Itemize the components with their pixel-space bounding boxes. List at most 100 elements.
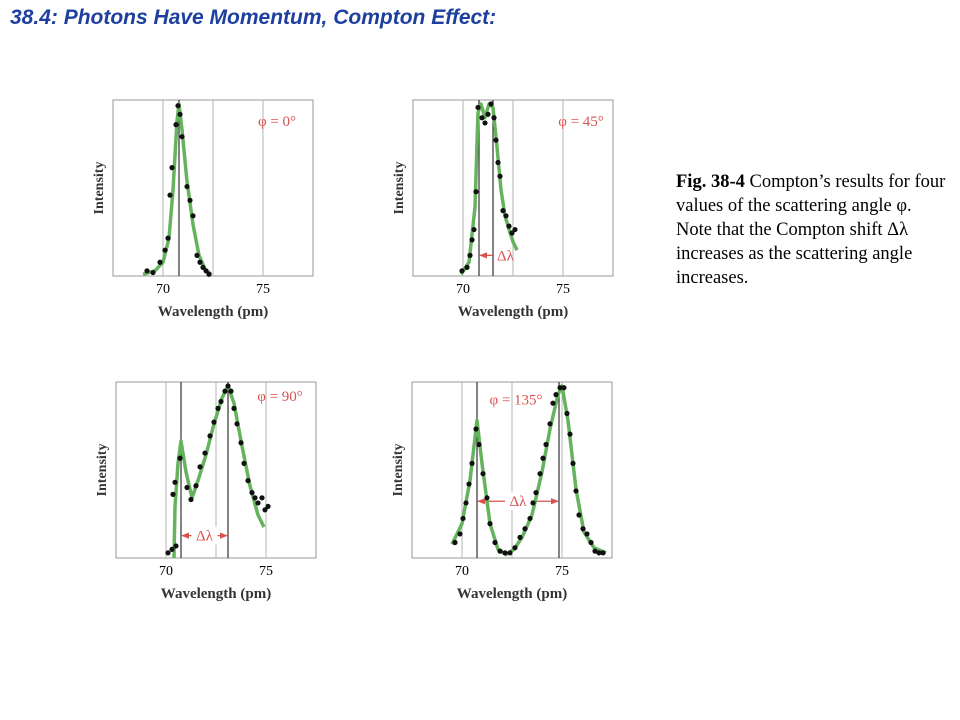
data-point (188, 496, 194, 503)
x-axis-label: Wavelength (pm) (161, 586, 271, 602)
data-point (480, 471, 486, 477)
data-point (172, 479, 178, 485)
data-point (460, 515, 466, 522)
data-point (200, 264, 206, 270)
data-point (471, 226, 477, 233)
data-point (197, 464, 203, 470)
data-point (207, 433, 213, 439)
data-point (228, 388, 234, 394)
data-point (169, 165, 175, 171)
data-point (517, 534, 523, 540)
data-point (211, 419, 217, 425)
y-axis-label: Intensity (92, 162, 107, 215)
data-point (540, 455, 546, 461)
data-point (464, 264, 470, 270)
data-point (206, 271, 212, 277)
data-point (533, 490, 539, 496)
x-tick-label: 75 (555, 564, 569, 579)
data-point (596, 550, 602, 556)
data-point (177, 455, 183, 461)
figure-caption: Fig. 38-4 Compton’s results for four val… (676, 170, 946, 290)
x-axis-label: Wavelength (pm) (458, 304, 568, 320)
data-point (173, 543, 179, 549)
shift-label: Δλ (497, 248, 515, 264)
x-axis-label: Wavelength (pm) (457, 586, 567, 602)
data-point (457, 531, 463, 537)
data-point (512, 545, 518, 551)
data-point (507, 550, 513, 556)
data-point (218, 398, 224, 405)
data-point (488, 101, 494, 107)
data-point (234, 421, 240, 427)
data-point (190, 213, 196, 219)
data-point (184, 484, 190, 491)
data-point (262, 507, 268, 513)
data-point (476, 441, 482, 448)
data-point (452, 539, 458, 546)
data-point (576, 512, 582, 518)
fit-curve (142, 102, 213, 276)
x-axis-label: Wavelength (pm) (158, 304, 268, 320)
data-point (144, 268, 150, 274)
data-point (553, 392, 559, 398)
data-point (165, 235, 171, 241)
data-point (215, 405, 221, 411)
data-point (557, 385, 563, 391)
data-point (570, 460, 576, 466)
data-point (537, 471, 543, 477)
data-point (231, 405, 237, 411)
caption-text: Compton’s results for four values of the… (676, 172, 946, 288)
data-point (482, 120, 488, 126)
angle-label: φ = 90° (257, 389, 303, 405)
data-point (492, 539, 498, 546)
data-point (497, 548, 503, 554)
data-point (485, 111, 491, 117)
data-point (165, 550, 171, 556)
data-point (543, 441, 549, 448)
data-point (584, 531, 590, 537)
data-point (241, 460, 247, 466)
data-point (179, 134, 185, 140)
data-point (222, 388, 228, 394)
data-point (487, 521, 493, 527)
data-point (173, 122, 179, 128)
data-point (184, 183, 190, 190)
data-point (255, 500, 261, 506)
data-point (592, 548, 598, 554)
x-tick-label: 70 (156, 282, 170, 297)
data-point (484, 495, 490, 501)
data-point (550, 400, 556, 406)
fit-curve (172, 384, 266, 559)
data-point (157, 259, 163, 265)
data-point (503, 213, 509, 219)
shift-label: Δλ (510, 494, 528, 510)
data-point (475, 104, 481, 111)
x-tick-label: 70 (159, 564, 173, 579)
data-point (202, 450, 208, 456)
data-point (177, 111, 183, 117)
y-axis-label: Intensity (95, 444, 110, 497)
data-point (150, 269, 156, 276)
data-point (530, 500, 536, 506)
data-point (459, 268, 465, 274)
data-point (600, 550, 606, 556)
data-point (522, 526, 528, 532)
data-point (169, 546, 175, 553)
figure-panel: 70 75 Wavelength (pm) Intensity φ = 0° (92, 99, 314, 320)
y-axis-label: Intensity (391, 444, 406, 497)
x-tick-label: 70 (456, 282, 470, 297)
data-point (502, 550, 508, 556)
data-point (175, 103, 181, 109)
data-point (252, 495, 258, 501)
y-axis-label: Intensity (392, 162, 407, 215)
data-point (194, 252, 200, 258)
data-point (167, 192, 173, 198)
data-point (506, 223, 512, 229)
data-point (203, 268, 209, 274)
data-point (497, 173, 503, 179)
x-tick-label: 75 (556, 282, 570, 297)
data-point (259, 495, 265, 501)
data-point (512, 226, 518, 233)
data-point (238, 440, 244, 446)
